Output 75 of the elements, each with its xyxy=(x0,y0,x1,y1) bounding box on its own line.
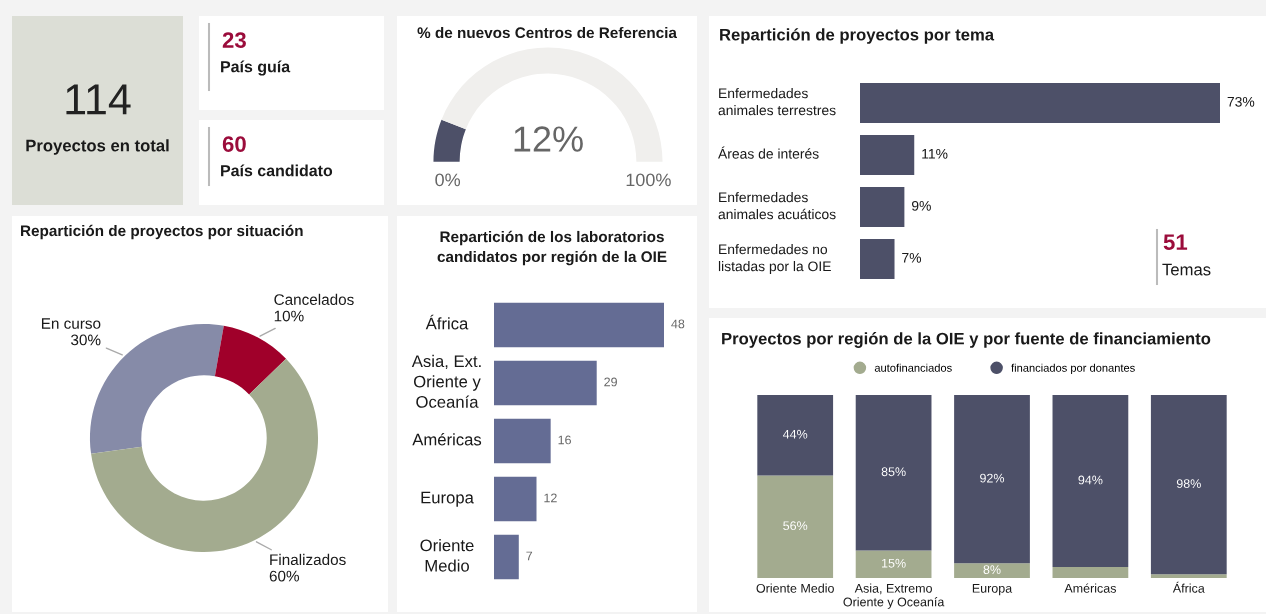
legend-label: financiados por donantes xyxy=(1011,363,1135,375)
text: Proyectos en total xyxy=(26,139,169,155)
bar xyxy=(494,418,551,464)
chart-title: Repartición de proyectos por situación xyxy=(21,224,303,240)
data-label: 12 xyxy=(544,493,557,503)
annotation: 51 xyxy=(1163,234,1188,250)
text: 114 xyxy=(66,84,131,115)
y-tick-label: África xyxy=(425,314,469,330)
chart-title: Repartición de proyectos por tema xyxy=(720,28,995,44)
data-label: 9% xyxy=(911,200,931,211)
slice-label: Finalizados xyxy=(270,553,346,566)
data-label: 85% xyxy=(881,467,906,477)
bar xyxy=(860,82,1220,124)
data-label: 7% xyxy=(902,252,922,263)
x-tick-label: Asia, Extremo Oriente y Oceanía xyxy=(843,583,945,609)
bar xyxy=(494,534,519,580)
data-label: 29 xyxy=(604,377,617,387)
data-label: 44% xyxy=(782,429,808,439)
chart-title: % de nuevos Centros de Referencia xyxy=(417,26,678,39)
data-label: 73% xyxy=(1227,96,1255,107)
text: 60 xyxy=(222,136,246,152)
x-tick-label: Europa xyxy=(972,584,1013,596)
y-tick-label: Enfermedades no listadas por la OIE xyxy=(718,244,831,274)
bar xyxy=(1150,395,1227,575)
data-label: 94% xyxy=(1078,475,1103,485)
bar xyxy=(954,395,1030,564)
bar xyxy=(1150,574,1227,578)
text: 100% xyxy=(626,173,671,187)
chart-title: Repartición de los laboratorios candidatos por región de la OIE xyxy=(437,230,667,266)
bar xyxy=(954,563,1030,578)
bar xyxy=(860,134,915,176)
text: 12% xyxy=(514,126,583,152)
bar xyxy=(494,302,664,348)
data-label: 7 xyxy=(526,551,533,561)
data-label: 10% xyxy=(274,310,304,322)
bar xyxy=(1052,395,1129,568)
chart-title: Proyectos por región de la OIE y por fuente de financiamiento xyxy=(722,332,1211,348)
slice-label: En curso xyxy=(41,318,101,329)
donut-slice xyxy=(214,325,287,395)
bar xyxy=(855,550,932,578)
data-label: 48 xyxy=(671,319,685,329)
bar xyxy=(757,475,834,578)
data-label: 15% xyxy=(882,558,906,568)
y-tick-label: Europa xyxy=(421,491,474,507)
bar xyxy=(855,395,932,551)
y-tick-label: Enfermedades animales acuáticos xyxy=(718,192,836,220)
bar xyxy=(860,238,895,280)
y-tick-label: Oriente Medio xyxy=(420,539,474,572)
bar xyxy=(494,360,597,406)
y-tick-label: Asia, Ext. Oriente y Oceanía xyxy=(411,354,481,408)
data-label: 16 xyxy=(558,435,571,445)
bar xyxy=(1052,567,1129,578)
donut-slice xyxy=(91,358,319,553)
bar xyxy=(757,395,834,476)
x-tick-label: Américas xyxy=(1064,583,1116,593)
text: País candidato xyxy=(221,164,333,177)
text: Temas xyxy=(1162,263,1211,276)
y-tick-label: Américas xyxy=(412,433,482,446)
data-label: 11% xyxy=(922,148,948,159)
data-label: 98% xyxy=(1176,479,1201,489)
bar xyxy=(494,476,537,522)
y-tick-label: Enfermedades animales terrestres xyxy=(718,88,836,116)
legend-label: autofinanciados xyxy=(874,363,952,372)
data-label: 8% xyxy=(983,565,1001,575)
data-label: 30% xyxy=(71,334,101,346)
data-label: 60% xyxy=(269,570,300,582)
x-tick-label: África xyxy=(1172,581,1205,593)
bar xyxy=(860,186,905,228)
slice-label: Cancelados xyxy=(274,293,354,305)
y-tick-label: Áreas de interés xyxy=(718,146,819,159)
data-label: 56% xyxy=(783,521,808,531)
data-label: 92% xyxy=(980,473,1005,483)
text: 23 xyxy=(222,32,246,48)
text: País guía xyxy=(221,60,291,76)
text: 0% xyxy=(435,173,461,187)
